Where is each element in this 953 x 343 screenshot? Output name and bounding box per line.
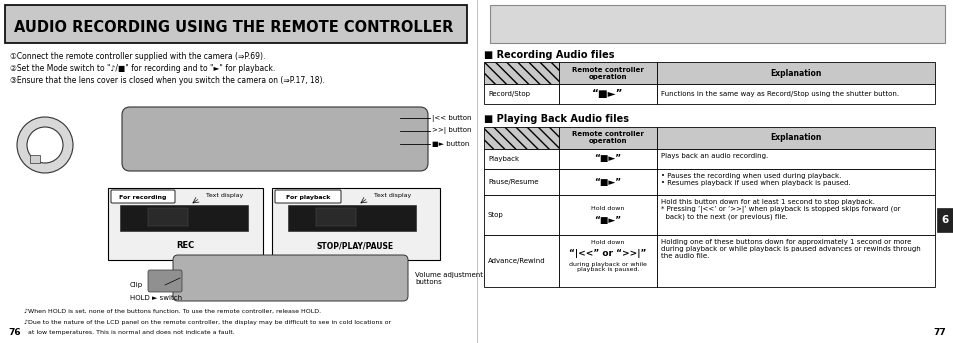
Text: at low temperatures. This is normal and does not indicate a fault.: at low temperatures. This is normal and … bbox=[24, 330, 234, 335]
Text: Stop: Stop bbox=[488, 212, 503, 218]
Text: Explanation: Explanation bbox=[769, 69, 821, 78]
Bar bbox=[483, 127, 558, 149]
Text: 77: 77 bbox=[932, 328, 945, 337]
Text: AUDIO RECORDING USING THE REMOTE CONTROLLER: AUDIO RECORDING USING THE REMOTE CONTROL… bbox=[14, 20, 453, 35]
Bar bbox=[483, 84, 558, 104]
Bar bbox=[558, 169, 657, 195]
Bar bbox=[288, 205, 416, 231]
Text: HOLD ► switch: HOLD ► switch bbox=[130, 295, 182, 301]
Text: ■► button: ■► button bbox=[432, 141, 469, 147]
Bar bbox=[657, 62, 934, 84]
Text: Clip: Clip bbox=[130, 282, 143, 288]
Text: Hold this button down for at least 1 second to stop playback.
* Pressing ’|<<’ o: Hold this button down for at least 1 sec… bbox=[660, 199, 900, 221]
Bar bbox=[108, 188, 263, 260]
Bar bbox=[483, 149, 558, 169]
Text: ♪When HOLD is set, none of the buttons function. To use the remote controller, r: ♪When HOLD is set, none of the buttons f… bbox=[24, 309, 321, 314]
Text: ■ Recording Audio files: ■ Recording Audio files bbox=[483, 50, 614, 60]
Text: >>| button: >>| button bbox=[432, 128, 471, 134]
Text: ■ Playing Back Audio files: ■ Playing Back Audio files bbox=[483, 114, 628, 124]
Bar bbox=[558, 62, 657, 84]
Circle shape bbox=[17, 117, 73, 173]
FancyBboxPatch shape bbox=[172, 255, 408, 301]
Text: Explanation: Explanation bbox=[769, 133, 821, 142]
Bar bbox=[558, 127, 657, 149]
FancyBboxPatch shape bbox=[111, 190, 174, 203]
FancyBboxPatch shape bbox=[122, 107, 428, 171]
Bar bbox=[558, 195, 657, 235]
Text: Record/Stop: Record/Stop bbox=[488, 91, 530, 97]
Text: ♪Due to the nature of the LCD panel on the remote controller, the display may be: ♪Due to the nature of the LCD panel on t… bbox=[24, 320, 391, 326]
Bar bbox=[657, 149, 934, 169]
Bar bbox=[120, 205, 248, 231]
Text: during playback or while
playback is paused.: during playback or while playback is pau… bbox=[569, 262, 646, 272]
Bar bbox=[5, 5, 467, 43]
Text: |<< button: |<< button bbox=[432, 115, 471, 121]
Text: Pause/Resume: Pause/Resume bbox=[488, 179, 537, 185]
Text: 76: 76 bbox=[8, 328, 21, 337]
Text: “|<<” or “>>|”: “|<<” or “>>|” bbox=[569, 248, 646, 258]
Bar bbox=[558, 149, 657, 169]
Bar bbox=[490, 5, 944, 43]
FancyBboxPatch shape bbox=[274, 190, 340, 203]
Bar bbox=[483, 62, 558, 84]
Text: Text display: Text display bbox=[206, 193, 243, 199]
Text: Holding one of these buttons down for approximately 1 second or more
during play: Holding one of these buttons down for ap… bbox=[660, 239, 920, 259]
Bar bbox=[315, 208, 355, 226]
Text: “■►”: “■►” bbox=[594, 177, 621, 187]
Bar bbox=[657, 84, 934, 104]
Text: “■►”: “■►” bbox=[594, 154, 621, 164]
Text: Advance/Rewind: Advance/Rewind bbox=[488, 258, 545, 264]
Text: Hold down: Hold down bbox=[591, 240, 624, 246]
FancyBboxPatch shape bbox=[148, 270, 182, 292]
Bar bbox=[272, 188, 439, 260]
Text: Hold down: Hold down bbox=[591, 205, 624, 211]
Bar bbox=[657, 169, 934, 195]
Text: “■►”: “■►” bbox=[594, 215, 621, 225]
Bar bbox=[30, 155, 40, 163]
Bar bbox=[558, 84, 657, 104]
Text: For recording: For recording bbox=[119, 194, 167, 200]
Text: ③Ensure that the lens cover is closed when you switch the camera on (⇒P.17, 18).: ③Ensure that the lens cover is closed wh… bbox=[10, 76, 325, 85]
Text: 6: 6 bbox=[941, 215, 947, 225]
Text: STOP/PLAY/PAUSE: STOP/PLAY/PAUSE bbox=[316, 241, 394, 250]
Bar bbox=[148, 208, 188, 226]
Text: ②Set the Mode switch to "♪/■" for recording and to "►" for playback.: ②Set the Mode switch to "♪/■" for record… bbox=[10, 64, 275, 73]
Text: Remote controller
operation: Remote controller operation bbox=[572, 131, 643, 144]
Bar bbox=[657, 195, 934, 235]
Text: Plays back an audio recording.: Plays back an audio recording. bbox=[660, 153, 767, 159]
Text: Playback: Playback bbox=[488, 156, 518, 162]
Bar bbox=[657, 235, 934, 287]
Text: “■►”: “■►” bbox=[592, 89, 623, 99]
Text: Functions in the same way as Record/Stop using the shutter button.: Functions in the same way as Record/Stop… bbox=[660, 91, 898, 97]
Text: Remote controller
operation: Remote controller operation bbox=[572, 67, 643, 80]
Bar bbox=[483, 195, 558, 235]
Text: • Pauses the recording when used during playback.
• Resumes playback if used whe: • Pauses the recording when used during … bbox=[660, 173, 850, 186]
Text: ①Connect the remote controller supplied with the camera (⇒P.69).: ①Connect the remote controller supplied … bbox=[10, 52, 265, 61]
Bar bbox=[936, 208, 952, 232]
Bar bbox=[483, 169, 558, 195]
Text: REC: REC bbox=[175, 241, 193, 250]
Bar bbox=[558, 235, 657, 287]
Text: Volume adjustment
buttons: Volume adjustment buttons bbox=[415, 272, 482, 285]
Bar bbox=[483, 235, 558, 287]
Circle shape bbox=[27, 127, 63, 163]
Text: Text display: Text display bbox=[374, 193, 411, 199]
Bar bbox=[657, 127, 934, 149]
Text: For playback: For playback bbox=[286, 194, 330, 200]
